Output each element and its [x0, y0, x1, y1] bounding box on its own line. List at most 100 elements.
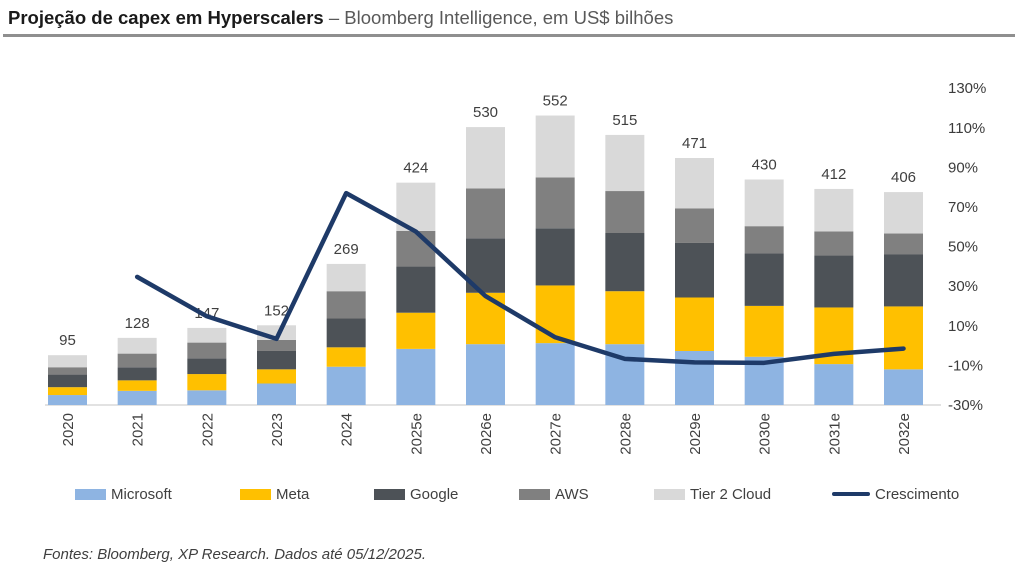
bar-segment-google-2024 — [326, 318, 366, 348]
bar-segment-meta-2021 — [117, 380, 157, 391]
x-axis-label-2027e: 2027e — [548, 413, 565, 455]
bar-total-label-2026e: 530 — [473, 104, 498, 121]
bar-segment-google-2020 — [48, 374, 87, 388]
legend-label-google: Google — [410, 485, 459, 503]
bar-segment-tier-2-cloud-2022 — [187, 327, 227, 343]
bar-total-label-2021: 128 — [125, 315, 150, 332]
bar-segment-google-2021 — [117, 367, 157, 381]
bar-segment-google-2022 — [187, 358, 227, 375]
right-axis-tick-10: 10% — [948, 318, 978, 335]
bar-segment-meta-2020 — [48, 387, 87, 396]
bar-segment-aws-2031e — [814, 231, 854, 256]
legend-item-tier-2-cloud: Tier 2 Cloud — [654, 485, 772, 503]
legend-item-crescimento: Crescimento — [832, 486, 959, 503]
bar-segment-tier-2-cloud-2029e — [675, 158, 715, 209]
legend-swatch-meta — [240, 488, 271, 500]
title-divider — [3, 34, 1015, 37]
bar-total-label-2030e: 430 — [752, 157, 777, 174]
legend-swatch-tier-2-cloud — [654, 488, 685, 500]
right-axis-tick-110: 110% — [948, 120, 985, 137]
bar-total-label-2025e: 424 — [403, 160, 428, 177]
bar-segment-tier-2-cloud-2021 — [117, 337, 157, 354]
legend-swatch-crescimento — [832, 491, 870, 497]
bar-segment-microsoft-2026e — [466, 344, 506, 405]
bar-segment-google-2029e — [675, 242, 715, 298]
bar-segment-tier-2-cloud-2032e — [884, 192, 924, 234]
x-axis-label-2031e: 2031e — [826, 413, 843, 455]
bar-segment-microsoft-2029e — [675, 350, 715, 405]
legend-item-aws: AWS — [519, 485, 589, 503]
bar-segment-aws-2023 — [257, 339, 297, 351]
legend-label-microsoft: Microsoft — [111, 485, 172, 503]
legend-swatch-aws — [519, 488, 550, 500]
bar-segment-tier-2-cloud-2024 — [326, 263, 366, 292]
page-title: Projeção de capex em Hyperscalers – Bloo… — [8, 7, 673, 29]
bar-segment-meta-2032e — [884, 306, 924, 370]
bar-segment-tier-2-cloud-2028e — [605, 134, 645, 192]
page-title-subtitle: – Bloomberg Intelligence, em US$ bilhões — [323, 7, 674, 28]
bar-segment-meta-2024 — [326, 347, 366, 367]
bar-segment-tier-2-cloud-2027e — [535, 115, 575, 178]
bar-segment-meta-2028e — [605, 291, 645, 345]
bar-segment-aws-2029e — [675, 208, 715, 243]
bar-segment-aws-2030e — [744, 226, 784, 254]
legend-item-microsoft: Microsoft — [75, 485, 172, 503]
legend-swatch-google — [374, 488, 405, 500]
bar-total-label-2027e: 552 — [543, 93, 568, 110]
right-axis-tick-90: 90% — [948, 159, 978, 176]
bar-segment-google-2027e — [535, 228, 575, 286]
bar-segment-aws-2032e — [884, 233, 924, 255]
bar-segment-tier-2-cloud-2026e — [466, 127, 506, 189]
x-axis-label-2028e: 2028e — [617, 413, 634, 455]
bar-segment-microsoft-2022 — [187, 390, 227, 405]
x-axis-label-2026e: 2026e — [478, 413, 495, 455]
x-axis-label-2024: 2024 — [339, 413, 356, 446]
bar-segment-aws-2026e — [466, 188, 506, 239]
bar-segment-meta-2023 — [257, 369, 297, 384]
bar-segment-meta-2030e — [744, 305, 784, 357]
legend-label-tier-2-cloud: Tier 2 Cloud — [690, 485, 772, 503]
x-axis-label-2029e: 2029e — [687, 413, 704, 455]
bar-segment-microsoft-2020 — [48, 395, 87, 405]
bar-segment-microsoft-2027e — [535, 343, 575, 405]
right-axis-tick-50: 50% — [948, 239, 978, 256]
bar-segment-meta-2026e — [466, 292, 506, 345]
bar-total-label-2023: 152 — [264, 302, 289, 319]
bar-total-label-2032e: 406 — [891, 169, 916, 186]
bar-segment-aws-2028e — [605, 191, 645, 233]
right-axis-tick--10: -10% — [948, 357, 983, 374]
x-axis-label-2021: 2021 — [130, 413, 147, 446]
bar-total-label-2024: 269 — [334, 241, 359, 258]
legend-label-aws: AWS — [555, 485, 589, 503]
x-axis-label-2025e: 2025e — [408, 413, 425, 455]
bar-segment-tier-2-cloud-2031e — [814, 188, 854, 232]
right-axis-tick-70: 70% — [948, 199, 978, 216]
bar-segment-google-2032e — [884, 254, 924, 307]
bar-segment-meta-2022 — [187, 374, 227, 391]
bar-total-label-2029e: 471 — [682, 135, 707, 152]
bar-segment-google-2023 — [257, 350, 297, 370]
bar-segment-microsoft-2023 — [257, 383, 297, 405]
source-note: Fontes: Bloomberg, XP Research. Dados at… — [43, 546, 427, 563]
bar-segment-aws-2024 — [326, 291, 366, 319]
x-axis-label-2030e: 2030e — [757, 413, 774, 455]
x-axis-label-2022: 2022 — [199, 413, 216, 446]
right-axis-tick-30: 30% — [948, 278, 978, 295]
bar-segment-meta-2025e — [396, 312, 436, 349]
bar-segment-microsoft-2031e — [814, 364, 854, 405]
bar-segment-aws-2022 — [187, 342, 227, 359]
bar-segment-google-2025e — [396, 266, 436, 313]
bar-segment-microsoft-2025e — [396, 348, 436, 405]
bar-segment-aws-2020 — [48, 367, 87, 375]
bar-segment-tier-2-cloud-2030e — [744, 179, 784, 227]
bar-total-label-2020: 95 — [59, 332, 76, 349]
bar-total-label-2028e: 515 — [612, 112, 637, 129]
x-axis-label-2020: 2020 — [60, 413, 77, 446]
legend-item-google: Google — [374, 485, 459, 503]
bar-segment-google-2031e — [814, 255, 854, 308]
bar-segment-aws-2027e — [535, 177, 575, 229]
bar-segment-meta-2027e — [535, 285, 575, 344]
bar-segment-microsoft-2024 — [326, 366, 366, 405]
